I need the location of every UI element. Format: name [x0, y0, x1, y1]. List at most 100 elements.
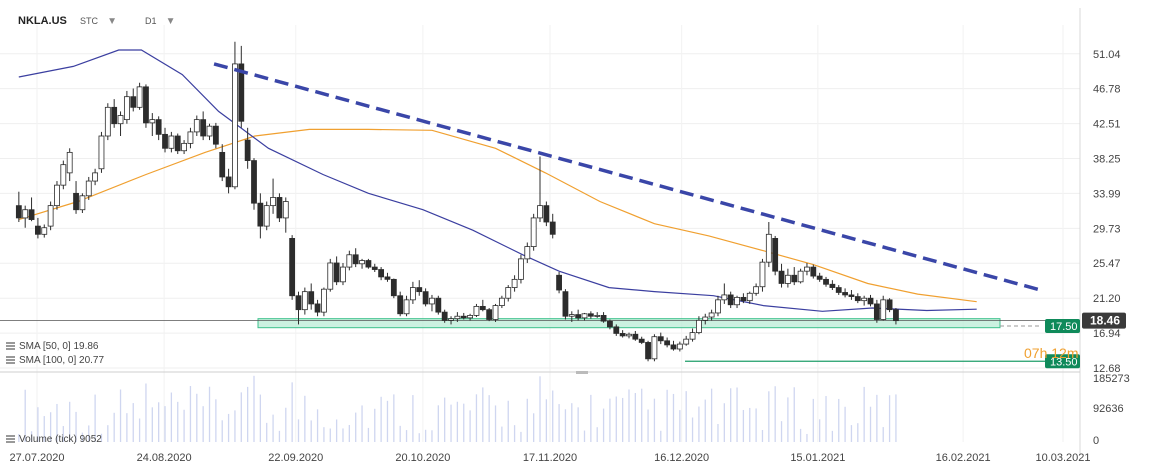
candle [397, 291, 404, 317]
candle [543, 201, 550, 227]
candle-body [441, 311, 448, 321]
candle-body [467, 315, 473, 319]
candle-body [645, 342, 651, 360]
candle-body [804, 266, 810, 272]
candle-body [791, 274, 798, 283]
candle-body [816, 275, 823, 280]
candle [429, 294, 435, 312]
candle [206, 123, 213, 141]
candle-body [524, 246, 531, 260]
volume-tick-label: 0 [1093, 435, 1099, 447]
symbol-name[interactable]: NKLA.US [18, 15, 67, 27]
candle-body [842, 292, 848, 296]
candle-body [22, 209, 29, 219]
price-tick-label: 25.47 [1093, 258, 1121, 270]
legend-sma-100[interactable]: SMA [100, 0] 20.77 [6, 355, 104, 366]
candle-body [498, 297, 505, 306]
candle [60, 160, 67, 190]
legend-volume[interactable]: Volume (tick) 9052 [6, 434, 102, 445]
candle-body [384, 276, 391, 280]
candle [689, 328, 696, 342]
candle [289, 235, 296, 300]
candle-body [282, 201, 289, 219]
candle [276, 193, 283, 223]
candle [632, 330, 639, 341]
candle-body [861, 297, 868, 302]
timeframe-selector[interactable]: D1 ▼ [145, 15, 175, 27]
volume-bars [18, 375, 897, 442]
candle-body [765, 233, 772, 263]
candle-body [479, 305, 486, 311]
candle [435, 295, 442, 315]
candle [244, 127, 251, 169]
timeframe-label: D1 [145, 16, 157, 26]
candle-body [740, 296, 747, 302]
candle-body [460, 315, 467, 319]
candle [804, 262, 810, 276]
candle-body [886, 299, 893, 311]
candle [810, 264, 817, 279]
candle [270, 178, 276, 214]
candle [829, 280, 836, 291]
candle-body [321, 288, 327, 313]
candle [486, 308, 493, 322]
candle-body [721, 294, 728, 301]
candle-body [276, 197, 283, 219]
candle-body [708, 312, 715, 318]
candle [683, 335, 690, 346]
candle-body [225, 176, 232, 188]
candle [740, 293, 747, 304]
candle-body [518, 258, 524, 280]
candle-body [613, 326, 620, 334]
price-tick-label: 38.25 [1093, 154, 1121, 166]
candle-body [746, 292, 753, 302]
candle [200, 111, 207, 141]
candle-body [15, 205, 22, 219]
candle-body [607, 320, 613, 328]
candle [28, 197, 35, 222]
candle-body [314, 303, 321, 313]
chart-type-label: STC [80, 16, 98, 26]
candle [301, 287, 308, 315]
candle-body [41, 227, 48, 235]
candle-body [136, 86, 143, 108]
candle-body [454, 315, 461, 320]
candle [715, 295, 721, 317]
candle [886, 298, 893, 313]
candle-body [511, 278, 518, 288]
price-tick-label: 29.73 [1093, 223, 1121, 235]
candle-body [301, 291, 308, 311]
candle-body [352, 254, 359, 265]
candle [492, 303, 499, 322]
candle [79, 193, 86, 214]
candle [861, 295, 868, 306]
candle [295, 291, 302, 325]
legend-sma-50[interactable]: SMA [50, 0] 19.86 [6, 341, 99, 352]
candle [873, 299, 880, 323]
candle-body [212, 125, 219, 145]
candle-body [600, 315, 607, 322]
candle-body [257, 202, 264, 227]
candle-body [327, 262, 334, 290]
chart-type-selector[interactable]: STC ▼ [80, 15, 117, 27]
candle-body [60, 164, 67, 186]
candle [816, 272, 823, 282]
candle [187, 127, 194, 149]
candle-body [403, 299, 410, 315]
candle-body [696, 319, 702, 334]
candle-body [880, 299, 887, 320]
candle-body [893, 309, 899, 322]
candle [193, 115, 200, 136]
candle-body [587, 313, 594, 317]
candle [257, 193, 264, 239]
pane-resize-handle[interactable] [576, 371, 588, 374]
candle [365, 258, 372, 269]
candle-body [187, 131, 194, 144]
candle-body [340, 266, 346, 283]
candle [473, 303, 480, 318]
candle [651, 334, 658, 362]
candle-body [117, 115, 124, 125]
resistance-trendline[interactable] [213, 62, 1041, 292]
candle-body [835, 287, 842, 293]
